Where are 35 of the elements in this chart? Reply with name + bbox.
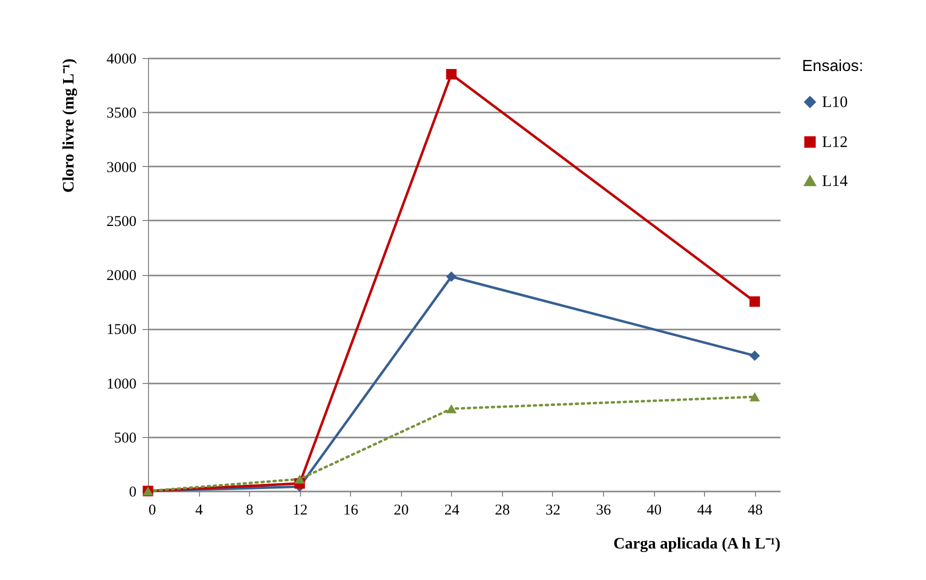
x-tick-label: 20 (394, 502, 409, 518)
point (446, 271, 457, 282)
y-tick-label: 2500 (106, 214, 136, 230)
x-tick-label: 8 (246, 502, 254, 518)
x-tick-label: 12 (292, 502, 308, 518)
legend-label: L12 (822, 134, 848, 151)
y-axis-title: Cloro livre (mg L⁻¹) (60, 58, 78, 193)
y-tick-label: 3000 (106, 160, 136, 176)
x-tick-label: 24 (444, 502, 460, 518)
point (749, 392, 760, 402)
y-tick-label: 1500 (106, 322, 136, 338)
legend-title: Ensaios: (802, 58, 864, 75)
point (294, 474, 305, 484)
x-tick-label: 44 (697, 502, 713, 518)
x-tick-label: 36 (596, 502, 612, 518)
point (446, 404, 457, 414)
x-tick-label: 0 (148, 502, 156, 518)
y-tick-label: 500 (114, 430, 136, 446)
point (446, 68, 457, 80)
x-tick-label: 48 (748, 502, 763, 518)
legend-label: L14 (822, 173, 848, 190)
y-tick-label: 1000 (106, 376, 136, 392)
y-tick-label: 2000 (106, 268, 136, 284)
y-tick-label: 0 (129, 484, 136, 500)
point (749, 296, 760, 307)
x-tick-label: 32 (545, 502, 560, 518)
x-tick-label: 16 (343, 502, 359, 518)
x-tick-label: 4 (195, 502, 204, 518)
point (749, 350, 760, 361)
legend-label: L10 (822, 94, 848, 111)
x-tick-label: 28 (494, 502, 510, 518)
y-tick-label: 4000 (106, 52, 136, 68)
x-axis-title: Carga aplicada (A h L⁻¹) (613, 536, 780, 552)
y-tick-label: 3500 (106, 106, 136, 122)
x-tick-label: 40 (646, 502, 662, 518)
